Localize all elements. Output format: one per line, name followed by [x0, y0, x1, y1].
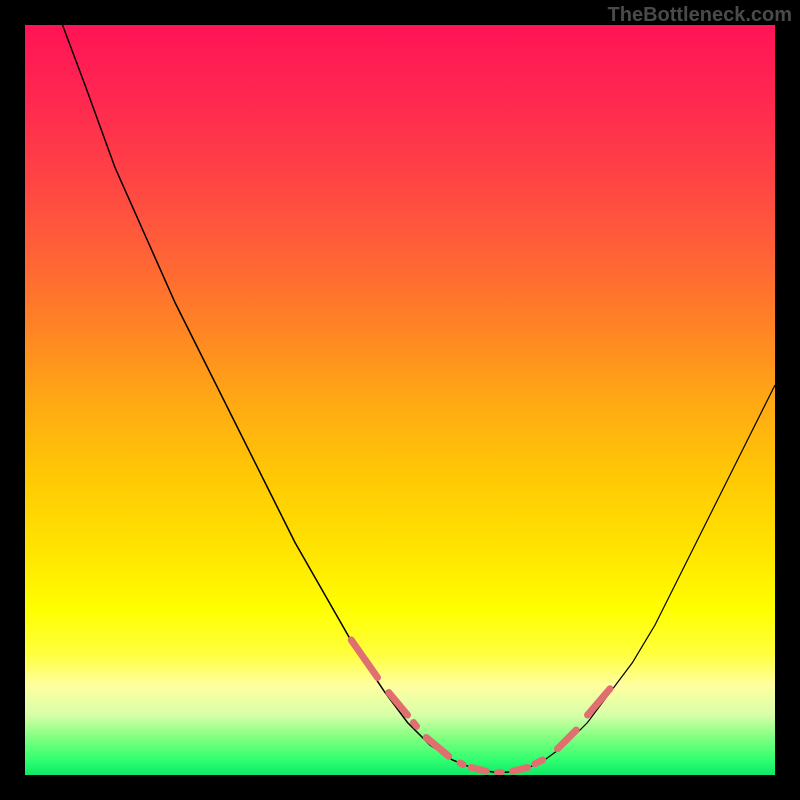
highlight-segment [471, 768, 486, 772]
highlight-segment [513, 768, 528, 772]
highlight-segment [558, 730, 577, 749]
highlight-segment [426, 738, 449, 757]
plot-area [25, 25, 775, 775]
highlight-segments [351, 640, 610, 773]
highlight-segment [351, 640, 377, 678]
highlight-segment [460, 763, 463, 765]
left-curve [63, 25, 521, 773]
highlight-segment [389, 693, 408, 716]
highlight-segment [535, 760, 543, 764]
highlight-segment [588, 689, 611, 715]
watermark-text: TheBottleneck.com [608, 4, 792, 27]
highlight-segment [414, 723, 417, 727]
chart-container: TheBottleneck.com [0, 0, 800, 800]
curves-layer [25, 25, 775, 775]
right-curve [520, 385, 775, 771]
